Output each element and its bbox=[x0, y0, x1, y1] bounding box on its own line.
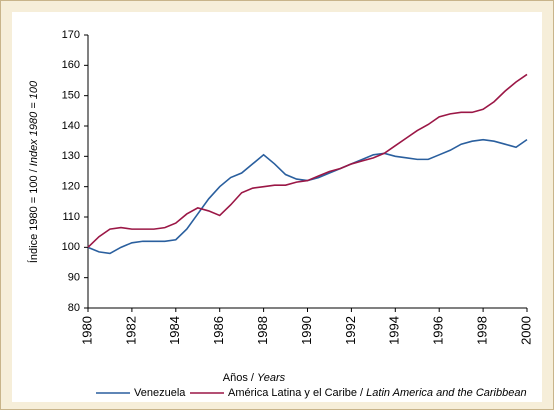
x-tick-label: 1994 bbox=[387, 316, 402, 345]
x-tick-label: 1988 bbox=[255, 316, 270, 345]
series-line bbox=[87, 73, 528, 248]
y-tick-label: 80 bbox=[68, 302, 80, 314]
x-tick-label: 1986 bbox=[211, 316, 226, 345]
x-tick-label: 2000 bbox=[518, 316, 533, 345]
x-tick-label: 1984 bbox=[167, 316, 182, 345]
legend-label: Venezuela bbox=[134, 387, 186, 399]
x-tick-label: 1992 bbox=[343, 316, 358, 345]
y-tick-label: 150 bbox=[62, 90, 80, 102]
y-tick-label: 90 bbox=[68, 272, 80, 284]
x-tick-label: 1982 bbox=[123, 316, 138, 345]
y-tick-label: 130 bbox=[62, 150, 80, 162]
y-tick-label: 160 bbox=[62, 59, 80, 71]
x-tick-label: 1996 bbox=[431, 316, 446, 345]
plot-panel bbox=[12, 12, 542, 402]
x-tick-label: 1998 bbox=[475, 316, 490, 345]
x-tick-label: 1980 bbox=[79, 316, 94, 345]
y-axis-label: Índice 1980 = 100 / Index 1980 = 100 bbox=[27, 80, 40, 263]
x-axis-label: Años / Years bbox=[223, 372, 286, 384]
x-tick-label: 1990 bbox=[299, 316, 314, 345]
y-tick-label: 140 bbox=[62, 120, 80, 132]
y-tick-label: 110 bbox=[62, 211, 80, 223]
y-tick-label: 120 bbox=[62, 181, 80, 193]
legend-label: América Latina y el Caribe / Latin Ameri… bbox=[228, 387, 527, 399]
y-tick-label: 100 bbox=[62, 241, 80, 253]
y-tick-label: 170 bbox=[62, 29, 80, 41]
